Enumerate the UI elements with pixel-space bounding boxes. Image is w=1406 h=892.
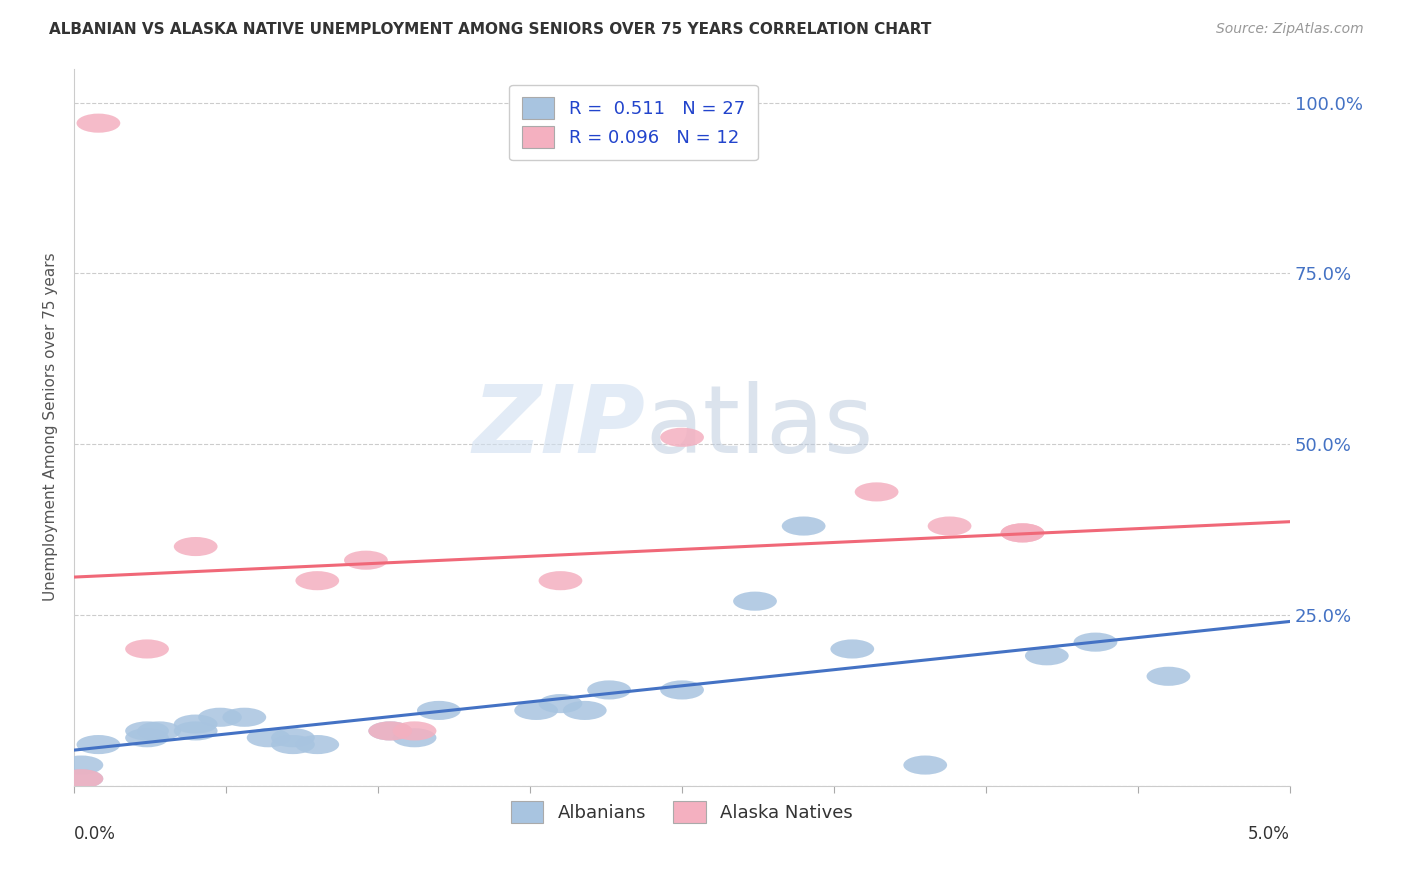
Ellipse shape	[1001, 524, 1045, 542]
Ellipse shape	[174, 722, 218, 740]
Ellipse shape	[733, 591, 778, 611]
Ellipse shape	[661, 428, 704, 447]
Ellipse shape	[1146, 666, 1191, 686]
Ellipse shape	[174, 714, 218, 733]
Text: ZIP: ZIP	[472, 381, 645, 473]
Ellipse shape	[174, 537, 218, 556]
Ellipse shape	[588, 681, 631, 699]
Ellipse shape	[344, 550, 388, 570]
Ellipse shape	[125, 722, 169, 740]
Ellipse shape	[368, 722, 412, 740]
Ellipse shape	[928, 516, 972, 535]
Ellipse shape	[247, 728, 291, 747]
Ellipse shape	[138, 722, 181, 740]
Ellipse shape	[125, 728, 169, 747]
Ellipse shape	[661, 681, 704, 699]
Ellipse shape	[1025, 646, 1069, 665]
Ellipse shape	[76, 113, 121, 133]
Ellipse shape	[271, 728, 315, 747]
Ellipse shape	[831, 640, 875, 658]
Ellipse shape	[855, 483, 898, 501]
Ellipse shape	[392, 728, 436, 747]
Ellipse shape	[271, 735, 315, 754]
Ellipse shape	[903, 756, 948, 774]
Ellipse shape	[295, 735, 339, 754]
Ellipse shape	[515, 701, 558, 720]
Text: 0.0%: 0.0%	[75, 825, 115, 843]
Ellipse shape	[782, 516, 825, 535]
Ellipse shape	[368, 722, 412, 740]
Y-axis label: Unemployment Among Seniors over 75 years: Unemployment Among Seniors over 75 years	[44, 252, 58, 601]
Text: atlas: atlas	[645, 381, 873, 473]
Ellipse shape	[222, 707, 266, 727]
Ellipse shape	[538, 571, 582, 591]
Ellipse shape	[59, 756, 103, 774]
Ellipse shape	[538, 694, 582, 714]
Ellipse shape	[1074, 632, 1118, 652]
Ellipse shape	[125, 640, 169, 658]
Ellipse shape	[1001, 524, 1045, 542]
Text: ALBANIAN VS ALASKA NATIVE UNEMPLOYMENT AMONG SENIORS OVER 75 YEARS CORRELATION C: ALBANIAN VS ALASKA NATIVE UNEMPLOYMENT A…	[49, 22, 932, 37]
Ellipse shape	[59, 769, 103, 789]
Text: Source: ZipAtlas.com: Source: ZipAtlas.com	[1216, 22, 1364, 37]
Ellipse shape	[59, 769, 103, 789]
Text: 5.0%: 5.0%	[1249, 825, 1291, 843]
Ellipse shape	[392, 722, 436, 740]
Ellipse shape	[76, 735, 121, 754]
Legend: Albanians, Alaska Natives: Albanians, Alaska Natives	[496, 787, 868, 838]
Ellipse shape	[198, 707, 242, 727]
Ellipse shape	[418, 701, 461, 720]
Ellipse shape	[562, 701, 606, 720]
Ellipse shape	[295, 571, 339, 591]
